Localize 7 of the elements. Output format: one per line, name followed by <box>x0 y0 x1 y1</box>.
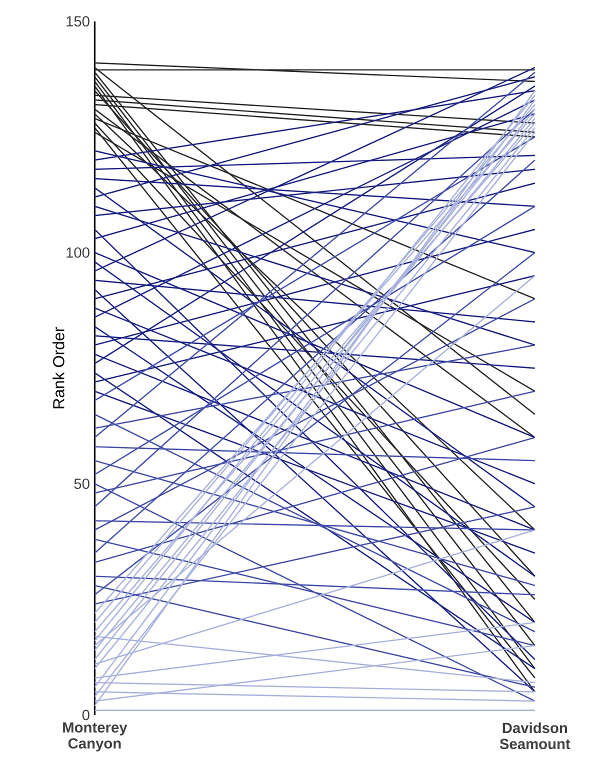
y-tick-label: 0 <box>82 710 90 720</box>
y-tick-label: 50 <box>74 478 90 489</box>
x-tick-label: Davidson Seamount <box>500 722 570 750</box>
x-tick-label: Monterey Canyon <box>62 722 128 752</box>
y-axis-title: Rank Order <box>52 327 64 408</box>
y-tick-label: 100 <box>66 247 90 258</box>
y-tick-label: 150 <box>66 16 90 27</box>
